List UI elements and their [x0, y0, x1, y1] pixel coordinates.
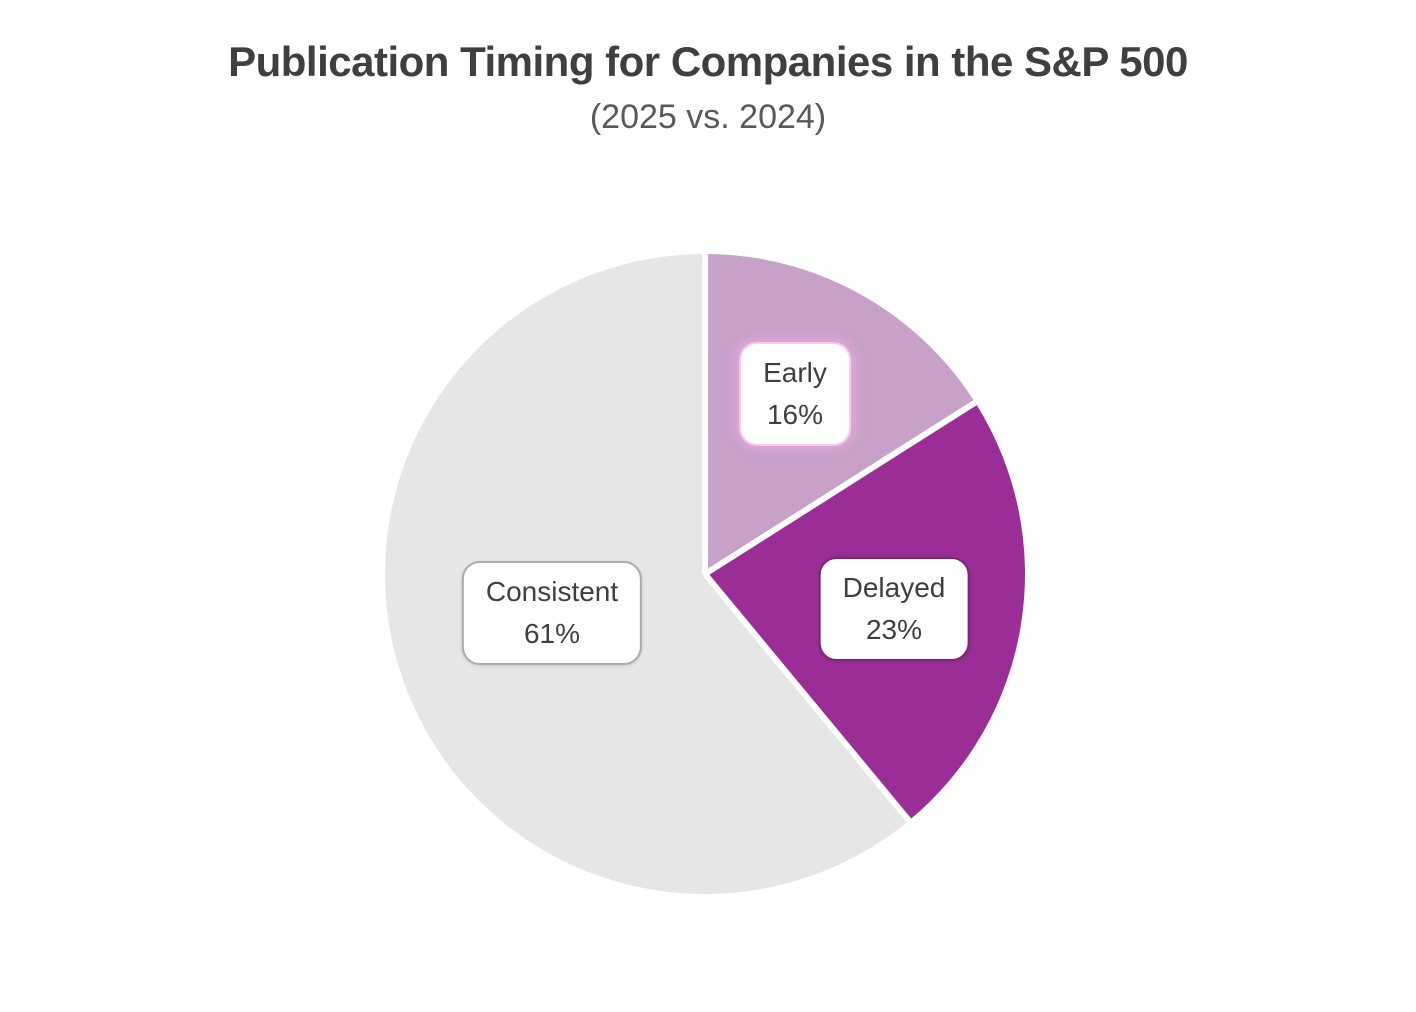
pie-label-delayed-value: 23%: [865, 614, 923, 645]
pie-label-delayed: Delayed 23%: [818, 557, 970, 661]
pie-slice-separator: [702, 572, 912, 823]
pie-label-early-value: 16%: [766, 399, 824, 430]
chart-title: Publication Timing for Companies in the …: [228, 38, 1188, 85]
pie-slice-consistent: [384, 254, 909, 895]
pie-slice-separator: [703, 400, 977, 577]
pie-label-consistent-value: 61%: [523, 618, 581, 649]
pie-label-consistent: Consistent 61%: [461, 561, 643, 665]
pie-label-consistent-name: Consistent: [485, 576, 619, 607]
pie-label-early-name: Early: [763, 357, 827, 388]
pie-label-early: Early 16%: [739, 342, 851, 446]
pie-label-delayed-name: Delayed: [842, 572, 946, 603]
chart-subtitle: (2025 vs. 2024): [589, 98, 827, 136]
